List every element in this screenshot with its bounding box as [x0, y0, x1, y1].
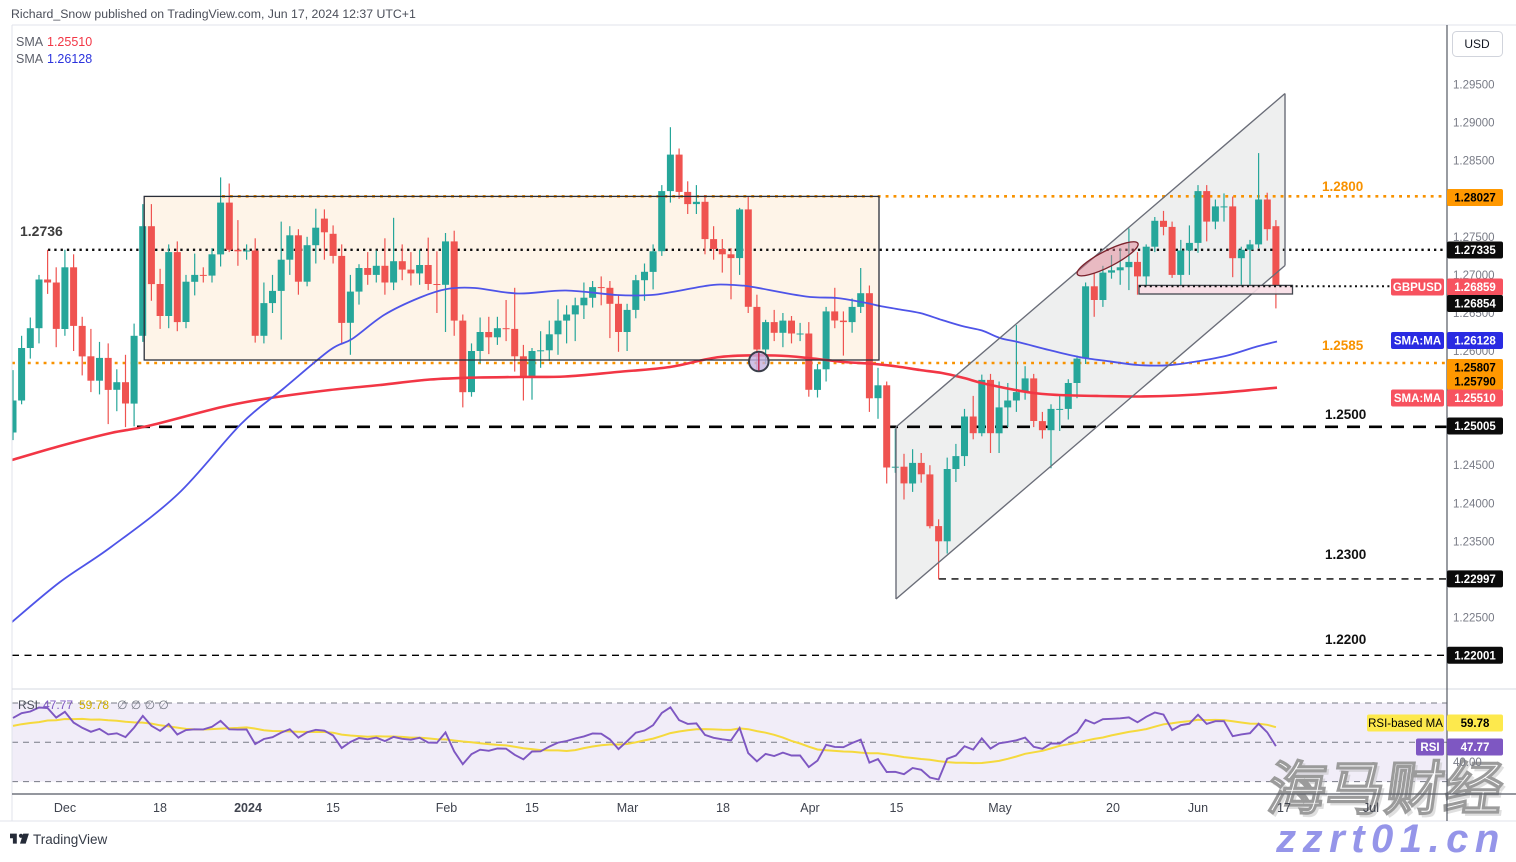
svg-text:17: 17 [1277, 801, 1291, 815]
svg-text:1.27335: 1.27335 [1454, 245, 1496, 257]
svg-text:海马财经: 海马财经 [1264, 757, 1509, 822]
svg-text:Mar: Mar [617, 801, 639, 815]
svg-text:zzrt01.cn: zzrt01.cn [1275, 817, 1506, 857]
svg-text:18: 18 [716, 801, 730, 815]
svg-text:40.00: 40.00 [1453, 757, 1482, 769]
svg-text:SMA:MA: SMA:MA [1394, 336, 1441, 348]
svg-text:1.26128: 1.26128 [1454, 336, 1496, 348]
svg-text:20: 20 [1106, 801, 1120, 815]
svg-text:USD: USD [1464, 37, 1490, 51]
svg-text:1.29500: 1.29500 [1453, 80, 1495, 92]
svg-text:TradingView: TradingView [33, 832, 108, 847]
svg-text:15: 15 [326, 801, 340, 815]
svg-text:59.78: 59.78 [79, 698, 109, 712]
svg-text:Richard_Snow published on Trad: Richard_Snow published on TradingView.co… [11, 7, 416, 21]
svg-text:1.27500: 1.27500 [1453, 232, 1495, 244]
svg-text:1.24500: 1.24500 [1453, 460, 1495, 472]
svg-text:∅ ∅ ∅ ∅: ∅ ∅ ∅ ∅ [117, 698, 169, 712]
svg-text:15: 15 [890, 801, 904, 815]
svg-text:1.2800: 1.2800 [1322, 179, 1363, 194]
svg-text:SMA: SMA [16, 52, 44, 66]
svg-text:RSI-based MA: RSI-based MA [1368, 718, 1443, 730]
svg-text:47.77: 47.77 [43, 698, 73, 712]
svg-text:海马财经: 海马财经 [1266, 760, 1511, 825]
svg-text:1.24000: 1.24000 [1453, 498, 1495, 510]
svg-text:1.23500: 1.23500 [1453, 536, 1495, 548]
svg-text:1.2500: 1.2500 [1325, 407, 1366, 422]
svg-text:1.22001: 1.22001 [1454, 651, 1496, 663]
svg-text:59.78: 59.78 [1461, 718, 1490, 730]
svg-text:May: May [988, 801, 1012, 815]
svg-text:1.25510: 1.25510 [1454, 393, 1496, 405]
svg-text:1.29000: 1.29000 [1453, 118, 1495, 130]
svg-text:1.26859: 1.26859 [1454, 282, 1496, 294]
svg-text:1.25510: 1.25510 [47, 35, 92, 49]
svg-text:1.22997: 1.22997 [1454, 574, 1496, 586]
svg-text:1.2736: 1.2736 [20, 223, 63, 239]
svg-text:1.26854: 1.26854 [1454, 299, 1496, 311]
svg-text:Dec: Dec [54, 801, 76, 815]
svg-text:1.25807: 1.25807 [1454, 363, 1496, 375]
svg-text:1.25790: 1.25790 [1454, 377, 1496, 389]
svg-text:Jun: Jun [1188, 801, 1208, 815]
svg-text:GBPUSD: GBPUSD [1393, 282, 1442, 294]
svg-text:Jul: Jul [1363, 801, 1379, 815]
svg-text:Apr: Apr [800, 801, 819, 815]
svg-text:1.28500: 1.28500 [1453, 156, 1495, 168]
svg-text:15: 15 [525, 801, 539, 815]
svg-text:1.2200: 1.2200 [1325, 632, 1366, 647]
svg-text:RSI: RSI [18, 698, 38, 712]
svg-text:1.2585: 1.2585 [1322, 338, 1364, 353]
svg-text:1.26128: 1.26128 [47, 52, 92, 66]
svg-text:1.2300: 1.2300 [1325, 547, 1366, 562]
svg-text:RSI: RSI [1420, 742, 1439, 754]
svg-text:Feb: Feb [436, 801, 458, 815]
svg-text:47.77: 47.77 [1461, 742, 1490, 754]
svg-text:1.28027: 1.28027 [1454, 193, 1496, 205]
svg-text:2024: 2024 [234, 801, 262, 815]
svg-text:SMA: SMA [16, 35, 44, 49]
svg-text:1.25005: 1.25005 [1454, 421, 1496, 433]
svg-text:SMA:MA: SMA:MA [1394, 393, 1441, 405]
svg-text:1.22500: 1.22500 [1453, 613, 1495, 625]
svg-text:18: 18 [153, 801, 167, 815]
